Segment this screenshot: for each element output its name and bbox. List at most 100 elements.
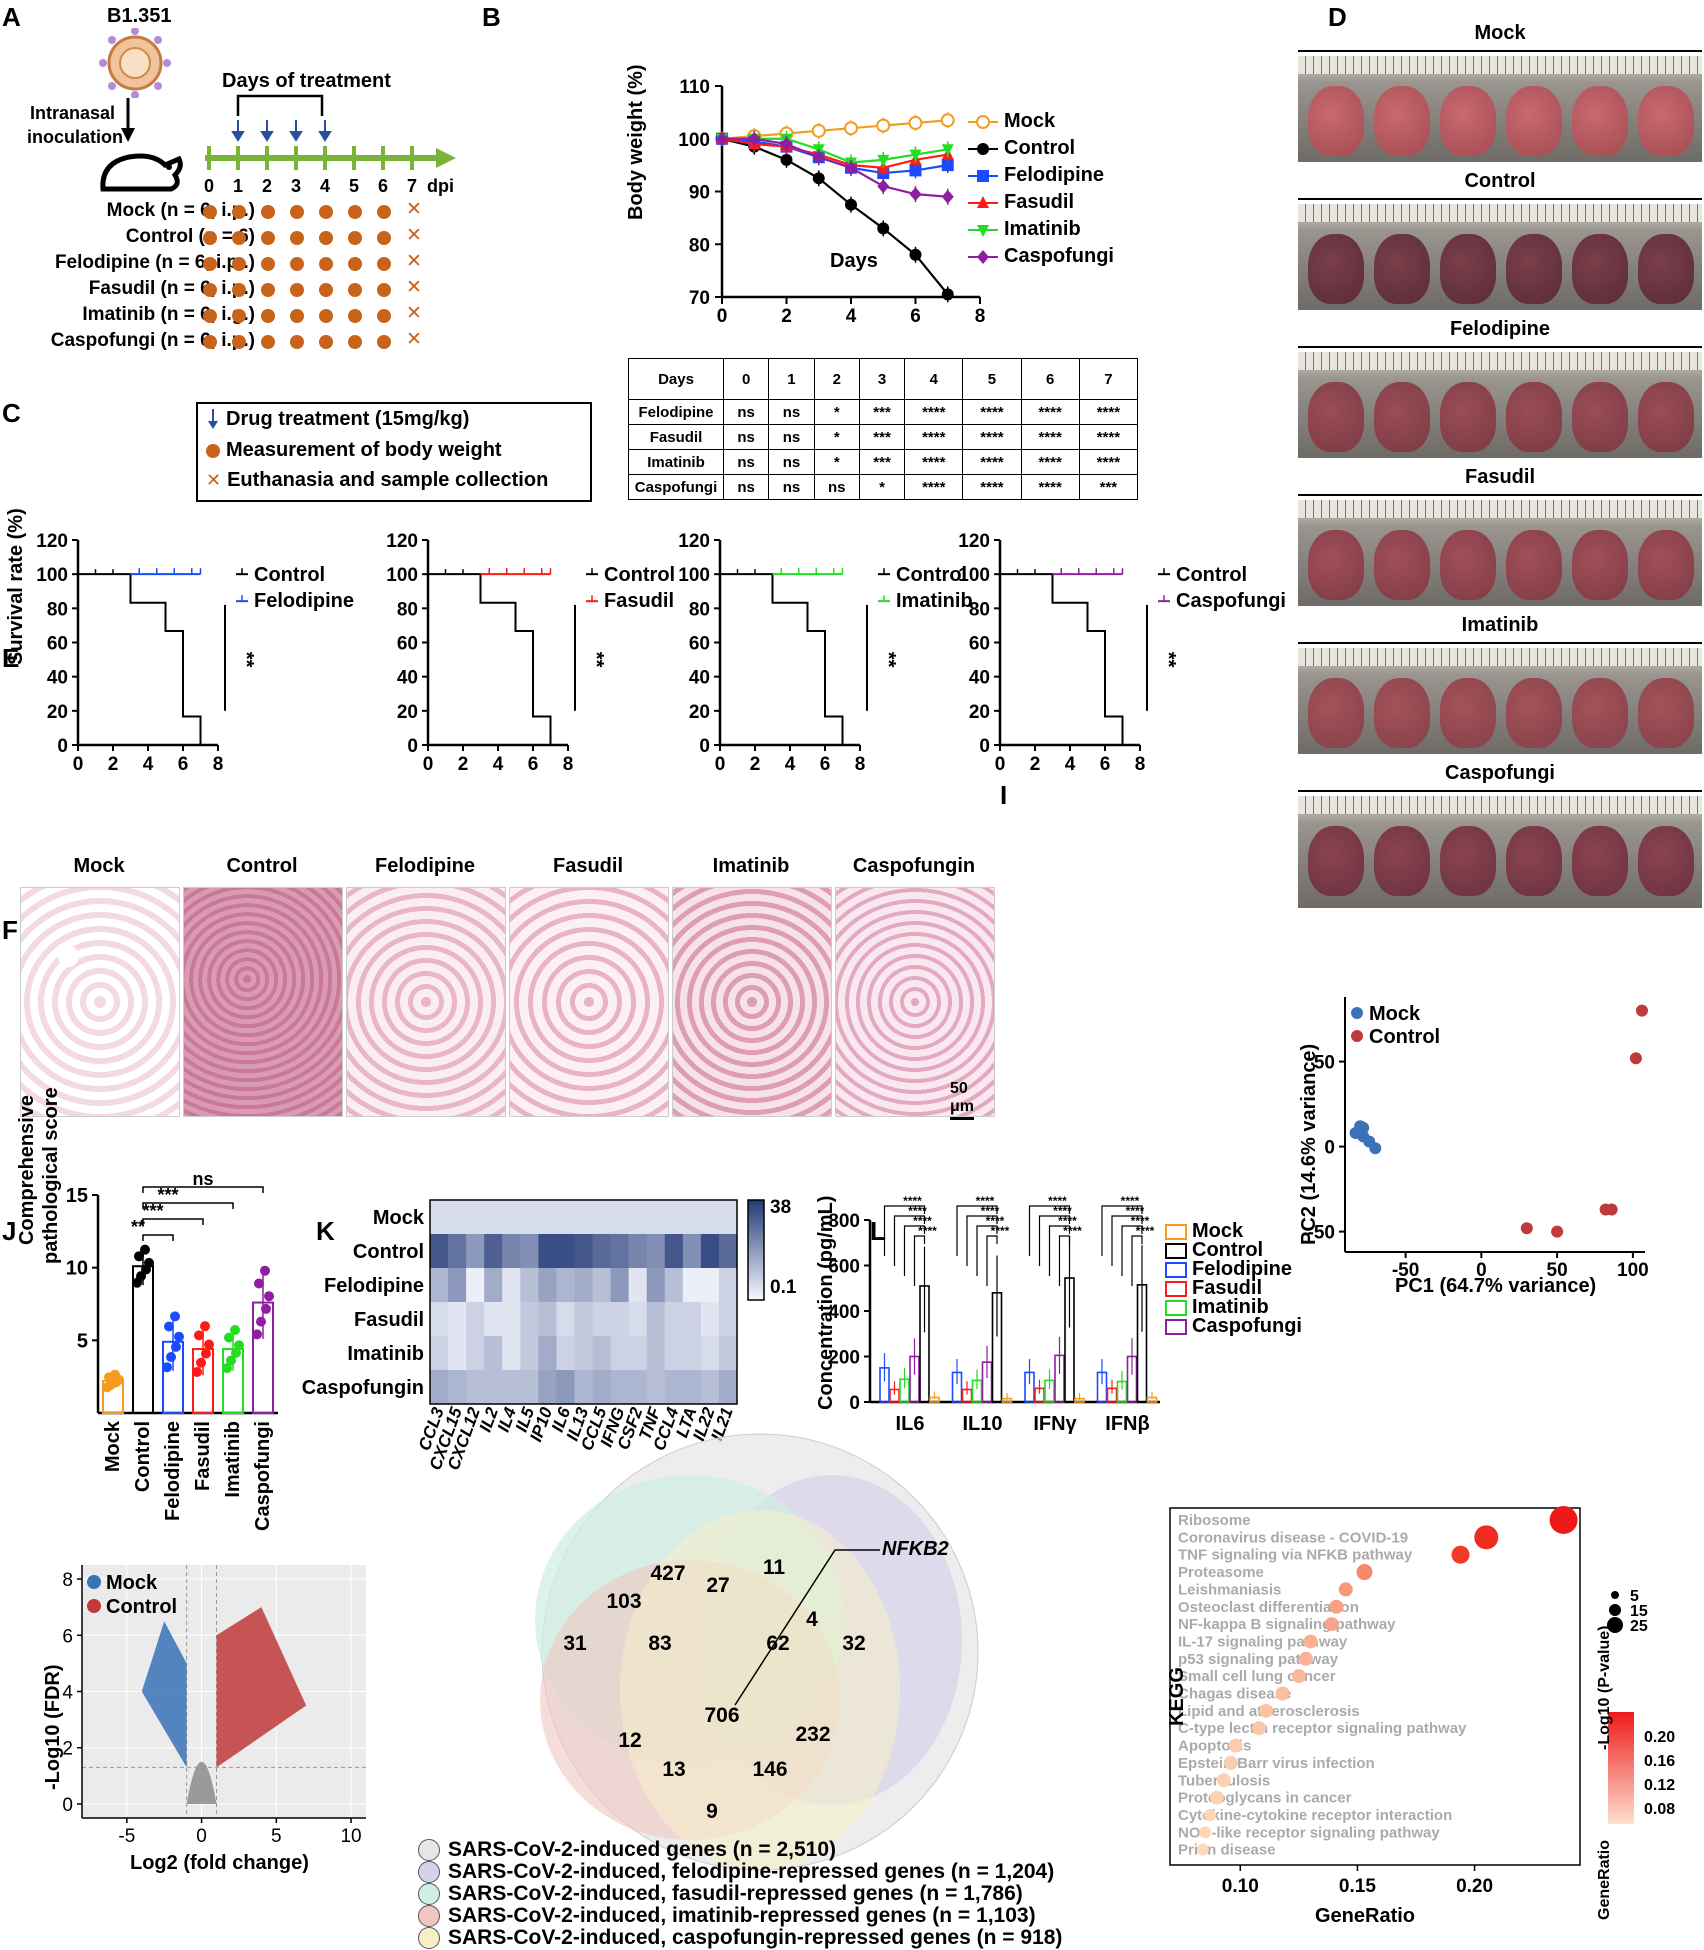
y-tick-label: 20 [47,702,68,723]
weight-dot [377,309,391,323]
term-dot [1329,1599,1344,1614]
term-dot [1338,1582,1353,1597]
x-tick-label: 0 [423,754,434,775]
y-tick-label: 8 [62,1570,73,1591]
sig-cell: ns [768,449,815,475]
heatmap-col-label: IL21 [707,1405,736,1443]
term-label: C-type lectin receptor signaling pathway [1178,1720,1467,1737]
sig-cell: **** [904,474,964,500]
lung-group-title: Mock [1474,22,1526,44]
heatmap-cell [430,1200,449,1235]
chart-c-ylabel: Survival rate (%) [5,508,27,665]
heatmap-cell [592,1302,612,1337]
bar [1116,1380,1128,1403]
bar [1074,1397,1085,1403]
lung-specimen [1440,530,1496,600]
weight-dot [290,205,304,219]
legend-item: Imatinib [1165,1297,1269,1317]
control-curve [1000,573,1124,745]
significance-bracket [1131,1235,1143,1286]
histology-title: Fasudil [552,855,623,877]
x-tick-label: 0.20 [1456,1876,1493,1897]
sig-cell: *** [858,399,906,425]
legend-label: Control [604,564,675,586]
venn-count: 12 [618,1729,641,1752]
weight-dot [377,231,391,245]
significance-label: ** [1157,652,1179,668]
y-tick-label: 40 [397,668,418,689]
legend-swatch [1165,1280,1187,1297]
heatmap-cell [502,1234,521,1269]
lung-specimen [1506,86,1562,156]
color-legend-label: 0.12 [1644,1777,1675,1794]
y-tick-label: 40 [47,668,68,689]
panel-label-j: J [2,1216,17,1246]
weight-dot [232,205,246,219]
data-point [812,151,825,164]
weight-dot [377,257,391,271]
heatmap-cell [484,1370,503,1405]
x-tick-label: 8 [855,754,866,775]
heatmap-cell [682,1200,702,1235]
lung-specimen [1638,382,1694,452]
legend-label: Felodipine [254,590,354,612]
sig-cell: ns [768,424,815,450]
lung-specimen [1572,382,1628,452]
lung-specimen [1572,530,1628,600]
heatmap-cell [682,1268,702,1303]
data-point [877,222,890,235]
legend-symbol [977,169,989,182]
day-label: 4 [320,176,331,196]
lung-specimen [1572,234,1628,304]
significance-label: ** [585,652,607,668]
legend-item: Control [1165,1240,1263,1260]
sig-row: Caspofungi ns ns ns * **** **** **** *** [628,474,1139,500]
sig-cell: 7 [1078,358,1139,400]
histology-title: Felodipine [375,855,475,877]
y-tick-label: 60 [47,634,68,655]
lung-group-title: Felodipine [1450,318,1550,340]
colorbar-label: 38 [770,1197,791,1218]
legend-label: SARS-CoV-2-induced, fasudil-repressed ge… [448,1882,1023,1905]
significance-bracket [1111,1215,1143,1266]
x-tick-label: 0 [73,754,84,775]
sig-cell: **** [1020,399,1080,425]
histology-title: Mock [73,855,125,877]
sig-cell: * [813,424,860,450]
divider [1298,494,1702,496]
bar [252,1301,274,1414]
x-tick-label: IL10 [962,1413,1002,1435]
bar [961,1388,973,1403]
weight-dot [319,231,333,245]
sig-cell: * [813,399,860,425]
cross-icon: ✕ [406,329,422,350]
heatmap-cell [502,1268,521,1303]
data-point [811,123,826,138]
heatmap-cell [484,1336,503,1371]
significance-label: **** [1058,1214,1077,1228]
data-point [941,189,954,204]
panel-label-i: I [1000,780,1008,810]
legend-item: Felodipine [1165,1259,1292,1279]
heatmap-cell [628,1200,648,1235]
data-point [1635,1004,1648,1017]
lung-specimen [1374,382,1430,452]
heatmap-cell [466,1302,485,1337]
bar [222,1348,244,1415]
significance-bracket [883,1205,926,1256]
bar [192,1348,214,1415]
legend-label: Fasudil [1192,1277,1263,1299]
series-line-fasudil [721,137,948,169]
x-tick-label: 4 [493,754,504,775]
significance-bracket [976,1225,998,1276]
heatmap-cell [484,1302,503,1337]
significance-bracket [1101,1205,1143,1256]
lung-photo [1298,796,1702,908]
heatmap-cell [484,1234,503,1269]
significance-bracket [1038,1215,1071,1266]
ruler [1298,56,1702,74]
legend-marker [87,1599,101,1613]
heatmap-cell [520,1302,539,1337]
chart-j-ylabel: -Log10 (FDR) [42,1664,64,1790]
heatmap-cell [628,1234,648,1269]
